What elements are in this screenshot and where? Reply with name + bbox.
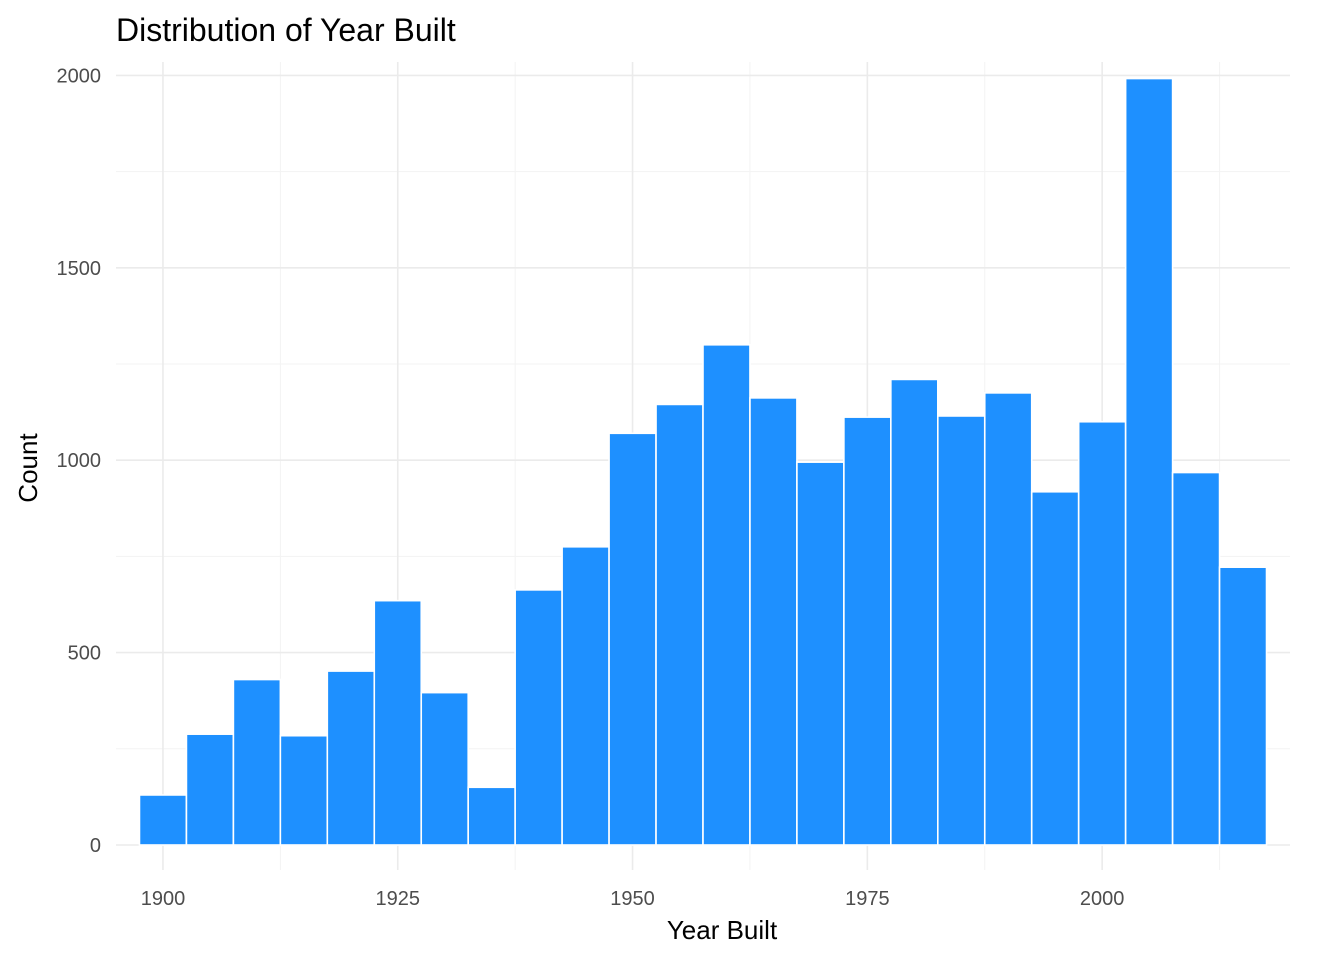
y-tick-label-4: 2000 xyxy=(57,65,102,87)
y-axis-title: Count xyxy=(13,433,43,503)
x-tick-label-1: 1925 xyxy=(376,888,421,910)
histogram-bar-18 xyxy=(983,392,1033,846)
histogram-bar-14 xyxy=(796,461,845,846)
histogram-bar-19 xyxy=(1030,490,1080,846)
histogram-bar-16 xyxy=(890,378,939,846)
histogram-bar-2 xyxy=(232,678,282,846)
histogram-bar-6 xyxy=(420,691,469,846)
histogram-bar-13 xyxy=(749,397,798,846)
histogram-bar-0 xyxy=(138,794,188,846)
x-tick-label-4: 2000 xyxy=(1080,888,1125,910)
histogram-bar-11 xyxy=(655,403,704,846)
y-tick-label-0: 0 xyxy=(90,835,101,857)
histogram-bar-12 xyxy=(702,343,751,846)
histogram-bar-3 xyxy=(279,734,329,846)
histogram-bar-15 xyxy=(843,416,892,846)
x-axis-title: Year Built xyxy=(667,915,778,945)
y-tick-label-3: 1500 xyxy=(57,258,102,280)
histogram-bar-8 xyxy=(514,589,563,846)
histogram-bar-21 xyxy=(1124,77,1174,846)
histogram-bar-23 xyxy=(1218,566,1268,846)
histogram-bar-17 xyxy=(936,415,986,846)
y-tick-label-1: 500 xyxy=(68,643,101,665)
histogram-bar-7 xyxy=(467,786,516,846)
histogram-bar-10 xyxy=(608,432,657,846)
histogram-bar-9 xyxy=(561,545,610,846)
x-axis-ticks: 1900 1925 1950 1975 2000 xyxy=(141,888,1125,910)
y-tick-label-2: 1000 xyxy=(57,450,102,472)
histogram-bar-1 xyxy=(185,733,235,846)
histogram-bar-5 xyxy=(373,599,423,846)
x-tick-label-0: 1900 xyxy=(141,888,186,910)
x-tick-label-3: 1975 xyxy=(845,888,890,910)
y-axis-ticks: 0 500 1000 1500 2000 xyxy=(57,65,102,857)
x-tick-label-2: 1950 xyxy=(610,888,655,910)
chart-title: Distribution of Year Built xyxy=(116,12,456,48)
histogram-bar-20 xyxy=(1077,420,1127,846)
histogram-bar-4 xyxy=(326,670,376,846)
histogram-bar-22 xyxy=(1171,471,1221,846)
histogram-bars xyxy=(138,77,1268,846)
